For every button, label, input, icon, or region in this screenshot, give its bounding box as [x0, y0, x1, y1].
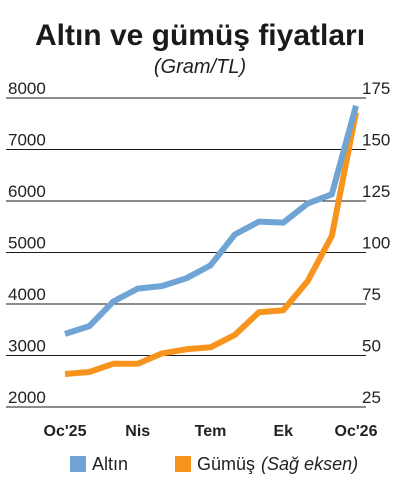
right-tick-label: 50 [362, 337, 381, 356]
series-layer [64, 104, 359, 377]
left-tick-label: 8000 [8, 79, 46, 98]
legend-swatch-gold [70, 456, 86, 472]
x-tick-label: Oc'26 [335, 423, 378, 440]
right-tick-label: 75 [362, 285, 381, 304]
right-tick-label: 125 [362, 182, 390, 201]
legend: Altın Gümüş (Sağ eksen) [70, 454, 358, 474]
legend-label-gold: Altın [92, 454, 128, 474]
left-tick-label: 6000 [8, 182, 46, 201]
legend-silver-note: (Sağ eksen) [261, 454, 358, 474]
x-tick-label: Nis [125, 423, 150, 440]
x-axis-ticks: Oc'25 Nis Tem Ek Oc'26 [44, 423, 378, 440]
left-axis-ticks: 8000 7000 6000 5000 4000 3000 2000 [8, 79, 46, 407]
left-tick-label: 3000 [8, 337, 46, 356]
right-tick-label: 150 [362, 131, 390, 150]
legend-silver-name: Gümüş [197, 454, 255, 474]
grid-layer [6, 97, 366, 408]
series-line-silver [64, 111, 359, 377]
chart-subtitle: (Gram/TL) [154, 56, 246, 78]
left-tick-label: 5000 [8, 234, 46, 253]
x-tick-label: Ek [273, 423, 293, 440]
right-tick-label: 25 [362, 388, 381, 407]
series-line-gold [64, 104, 359, 337]
left-tick-label: 2000 [8, 388, 46, 407]
x-tick-label: Tem [195, 423, 227, 440]
legend-label-silver: Gümüş (Sağ eksen) [197, 454, 358, 474]
chart-title: Altın ve gümüş fiyatları [35, 19, 365, 52]
legend-swatch-silver [175, 456, 191, 472]
x-tick-label: Oc'25 [44, 423, 87, 440]
right-axis-ticks: 175 150 125 100 75 50 25 [362, 79, 390, 407]
left-tick-label: 4000 [8, 285, 46, 304]
right-tick-label: 175 [362, 79, 390, 98]
right-tick-label: 100 [362, 234, 390, 253]
left-tick-label: 7000 [8, 131, 46, 150]
